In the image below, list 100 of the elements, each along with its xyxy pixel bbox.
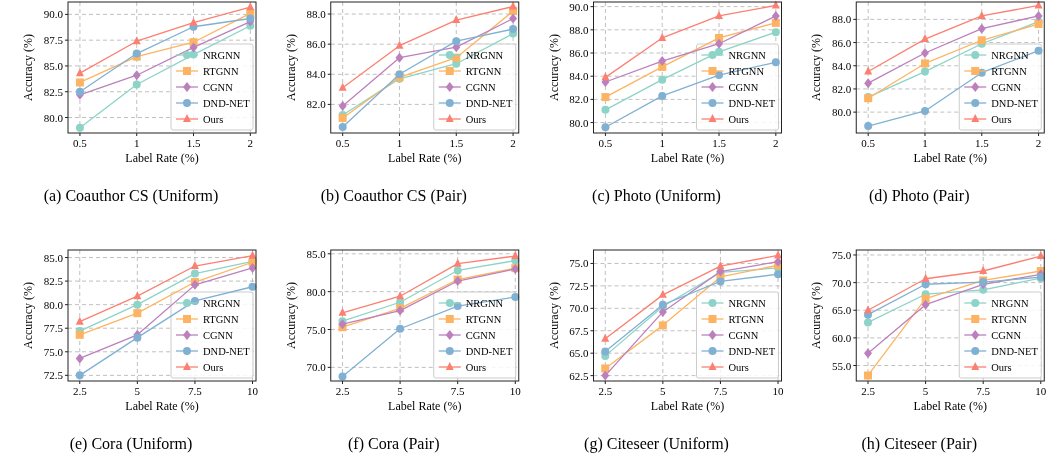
x-tick-label: 2.5	[335, 385, 350, 397]
x-tick-label: 2	[247, 137, 254, 149]
y-tick-label: 86.0	[832, 36, 852, 49]
point	[509, 13, 518, 24]
x-axis-title: Label Rate (%)	[913, 151, 987, 165]
y-tick-label: 70.0	[306, 361, 327, 374]
y-tick-label: 90.0	[43, 8, 64, 21]
point	[75, 316, 84, 325]
point	[395, 40, 404, 49]
point	[774, 270, 783, 279]
y-tick-label: 84.0	[569, 70, 589, 83]
point	[601, 105, 610, 114]
point	[338, 307, 347, 316]
point	[246, 14, 255, 23]
point	[715, 10, 724, 19]
point	[864, 348, 872, 359]
legend-label: Ours	[991, 114, 1012, 125]
legend-label: CGNN	[465, 330, 496, 341]
point	[864, 78, 873, 89]
point	[396, 291, 405, 300]
y-axis-title: Accuracy (%)	[809, 282, 824, 349]
legend-label: NRGNN	[465, 298, 504, 309]
legend-label: Ours	[728, 114, 749, 125]
point	[509, 25, 518, 34]
x-axis-title: Label Rate (%)	[913, 399, 987, 413]
y-tick-label: 85.0	[306, 247, 327, 260]
x-tick-label: 2	[510, 137, 516, 149]
point	[338, 319, 347, 330]
legend-label: NRGNN	[728, 50, 767, 61]
point	[864, 318, 872, 327]
legend-label: DND-NET	[465, 346, 513, 357]
point	[132, 80, 141, 89]
legend-label: Ours	[728, 362, 749, 373]
point	[658, 321, 667, 330]
x-tick-label: 0.5	[335, 137, 351, 149]
x-tick-label: 7.5	[713, 385, 728, 397]
y-tick-label: 90.0	[569, 0, 589, 13]
legend-label: RTGNN	[728, 314, 765, 325]
y-tick-label: 80.0	[43, 111, 64, 124]
legend-label: CGNN	[991, 330, 1022, 341]
point	[864, 371, 872, 380]
legend-label: RTGNN	[991, 66, 1028, 77]
legend-label: RTGNN	[465, 66, 502, 77]
y-tick-label: 80.0	[306, 285, 327, 298]
y-tick-label: 67.5	[569, 324, 589, 337]
y-tick-label: 75.0	[306, 323, 327, 336]
x-tick-label: 1.5	[186, 137, 201, 149]
point	[133, 300, 142, 309]
x-axis-title: Label Rate (%)	[650, 399, 725, 413]
x-axis-title: Label Rate (%)	[125, 399, 199, 413]
text: (b) Coauthor CS (Pair)	[320, 187, 467, 205]
point	[771, 18, 780, 27]
x-tick-label: 2.5	[598, 385, 613, 397]
y-tick-label: 62.5	[569, 369, 589, 382]
point	[921, 273, 930, 282]
y-tick-label: 55.0	[832, 359, 852, 372]
legend-label: Ours	[991, 362, 1012, 373]
legend-label: Ours	[203, 362, 224, 373]
point	[601, 123, 610, 132]
x-tick-label: 10	[509, 385, 522, 397]
point	[453, 266, 462, 275]
point	[771, 58, 780, 67]
legend-label: NRGNN	[728, 298, 767, 309]
point	[75, 78, 84, 87]
point	[864, 66, 873, 75]
point	[248, 250, 257, 259]
legend-label: DND-NET	[991, 98, 1039, 109]
x-tick-label: 0.5	[861, 137, 876, 149]
point	[658, 91, 667, 100]
text: (a) Coauthor CS (Uniform)	[43, 187, 219, 205]
y-tick-label: 60.0	[832, 331, 852, 344]
point	[511, 292, 520, 301]
y-tick-label: 72.5	[43, 369, 64, 382]
point	[920, 67, 929, 76]
point	[920, 34, 929, 43]
x-tick-label: 10	[1035, 385, 1047, 397]
y-tick-label: 84.0	[832, 59, 852, 72]
y-tick-label: 85.0	[43, 251, 64, 264]
point	[715, 38, 724, 49]
x-tick-label: 5	[134, 385, 141, 397]
legend-label: RTGNN	[203, 66, 239, 77]
legend-label: CGNN	[991, 82, 1022, 93]
y-tick-label: 80.0	[832, 106, 852, 119]
y-tick-label: 82.0	[569, 93, 589, 106]
point	[452, 37, 461, 46]
point	[453, 258, 462, 267]
y-axis-title: Accuracy (%)	[546, 34, 561, 101]
point	[338, 100, 347, 111]
point	[1034, 10, 1043, 21]
x-tick-label: 2.5	[861, 385, 876, 397]
y-tick-label: 72.5	[569, 279, 589, 292]
x-tick-label: 7.5	[450, 385, 466, 397]
text: (e) Cora (Uniform)	[69, 435, 193, 453]
point	[338, 372, 347, 381]
y-tick-label: 86.0	[569, 47, 589, 60]
point	[979, 266, 988, 274]
text: (g) Citeseer (Uniform)	[584, 435, 729, 453]
y-axis-title: Accuracy (%)	[283, 34, 298, 101]
legend-label: RTGNN	[991, 314, 1028, 325]
x-tick-label: 0.5	[73, 137, 88, 149]
